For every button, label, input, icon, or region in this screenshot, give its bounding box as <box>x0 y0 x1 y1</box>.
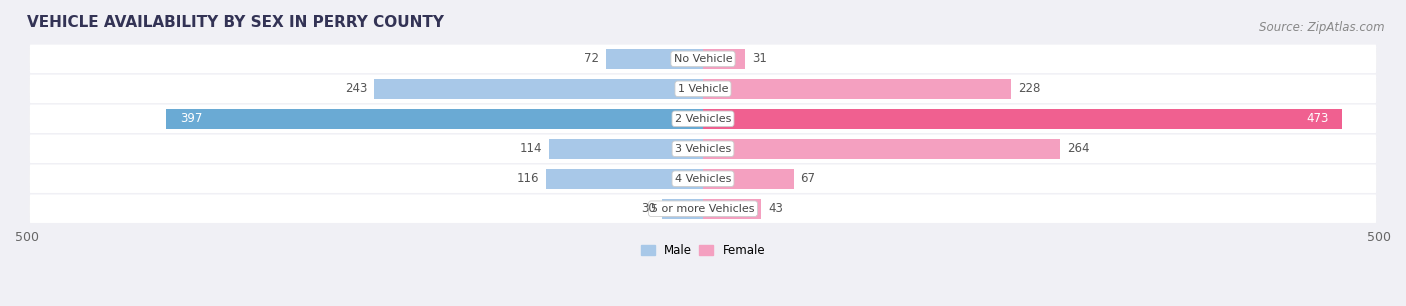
Text: 264: 264 <box>1067 142 1090 155</box>
Text: 31: 31 <box>752 52 766 65</box>
Bar <box>703 49 745 69</box>
FancyBboxPatch shape <box>30 76 1376 102</box>
Text: 397: 397 <box>180 112 202 125</box>
Bar <box>374 79 703 99</box>
Bar <box>703 169 793 189</box>
FancyBboxPatch shape <box>30 106 1376 132</box>
Text: 473: 473 <box>1306 112 1329 125</box>
FancyBboxPatch shape <box>30 136 1376 162</box>
Text: 1 Vehicle: 1 Vehicle <box>678 84 728 94</box>
FancyBboxPatch shape <box>30 166 1376 192</box>
Text: 228: 228 <box>1018 82 1040 95</box>
Text: No Vehicle: No Vehicle <box>673 54 733 64</box>
Text: 2 Vehicles: 2 Vehicles <box>675 114 731 124</box>
Text: 243: 243 <box>346 82 368 95</box>
FancyBboxPatch shape <box>30 195 1376 223</box>
Text: 30: 30 <box>641 202 655 215</box>
FancyBboxPatch shape <box>30 135 1376 163</box>
FancyBboxPatch shape <box>30 46 1376 72</box>
Text: 5 or more Vehicles: 5 or more Vehicles <box>651 204 755 214</box>
Bar <box>606 49 703 69</box>
Bar <box>703 109 1343 129</box>
Bar <box>703 139 1060 159</box>
FancyBboxPatch shape <box>30 165 1376 193</box>
Text: Source: ZipAtlas.com: Source: ZipAtlas.com <box>1260 21 1385 34</box>
FancyBboxPatch shape <box>30 45 1376 73</box>
FancyBboxPatch shape <box>30 196 1376 222</box>
Bar <box>703 79 1011 99</box>
Text: 4 Vehicles: 4 Vehicles <box>675 174 731 184</box>
Text: 116: 116 <box>517 172 540 185</box>
Bar <box>703 199 761 219</box>
Text: 3 Vehicles: 3 Vehicles <box>675 144 731 154</box>
Bar <box>548 139 703 159</box>
Legend: Male, Female: Male, Female <box>636 239 770 262</box>
Bar <box>546 169 703 189</box>
FancyBboxPatch shape <box>30 105 1376 133</box>
Text: VEHICLE AVAILABILITY BY SEX IN PERRY COUNTY: VEHICLE AVAILABILITY BY SEX IN PERRY COU… <box>27 15 444 30</box>
Text: 67: 67 <box>800 172 815 185</box>
Bar <box>662 199 703 219</box>
Text: 43: 43 <box>768 202 783 215</box>
Text: 114: 114 <box>520 142 543 155</box>
FancyBboxPatch shape <box>30 75 1376 103</box>
Text: 72: 72 <box>583 52 599 65</box>
Bar <box>166 109 703 129</box>
